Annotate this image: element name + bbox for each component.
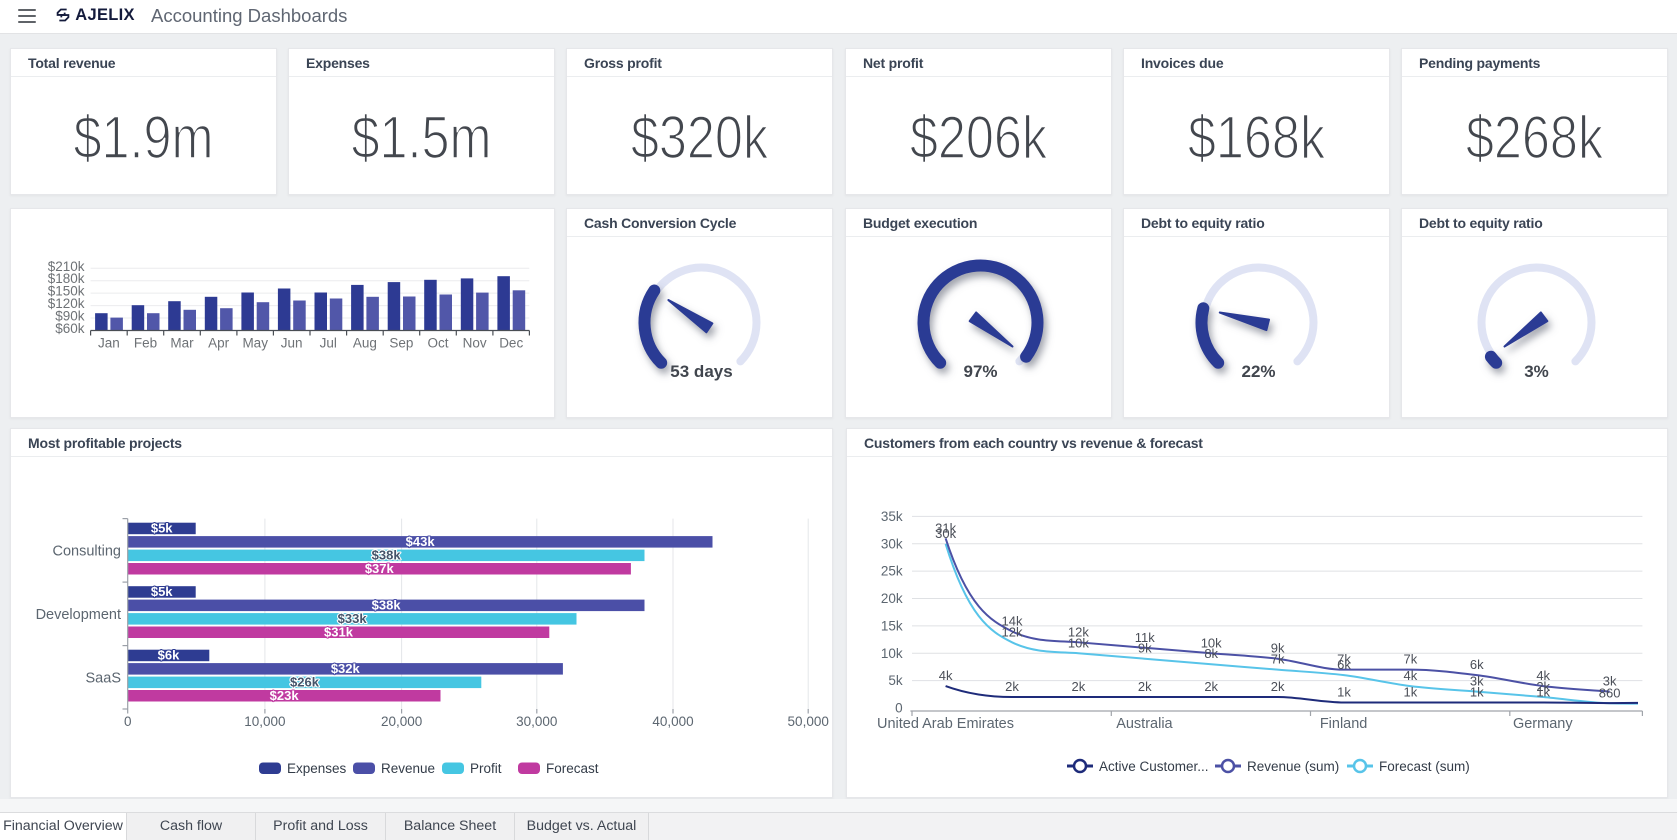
svg-text:25k: 25k <box>881 564 903 579</box>
svg-text:$5k: $5k <box>151 521 173 536</box>
svg-text:Expenses: Expenses <box>287 761 347 776</box>
svg-text:7k: 7k <box>1337 652 1351 667</box>
svg-text:860: 860 <box>1599 685 1621 700</box>
svg-text:10k: 10k <box>881 646 903 661</box>
svg-text:Profit: Profit <box>470 761 502 776</box>
svg-text:1k: 1k <box>1404 685 1418 700</box>
svg-text:97%: 97% <box>963 362 997 381</box>
svg-text:22%: 22% <box>1241 362 1275 381</box>
svg-text:3k: 3k <box>1603 674 1617 689</box>
svg-text:2k: 2k <box>1072 679 1086 694</box>
svg-text:30k: 30k <box>935 526 956 541</box>
svg-text:2k: 2k <box>1271 679 1285 694</box>
svg-text:53 days: 53 days <box>670 362 732 381</box>
svg-text:20k: 20k <box>881 591 903 606</box>
svg-text:12k: 12k <box>1068 624 1089 639</box>
svg-text:7k: 7k <box>1404 652 1418 667</box>
svg-text:Mar: Mar <box>170 335 194 350</box>
svg-text:4k: 4k <box>1536 668 1550 683</box>
svg-text:$60k: $60k <box>55 321 85 336</box>
svg-text:31k: 31k <box>935 520 956 535</box>
svg-text:30,000: 30,000 <box>516 714 557 729</box>
svg-text:Dec: Dec <box>499 335 523 350</box>
svg-text:20,000: 20,000 <box>381 714 422 729</box>
svg-text:50,000: 50,000 <box>788 714 829 729</box>
svg-text:11k: 11k <box>1135 630 1155 645</box>
svg-text:$26k: $26k <box>290 675 320 690</box>
svg-text:0: 0 <box>895 701 903 716</box>
svg-text:$180k: $180k <box>48 271 85 286</box>
svg-text:Forecast: Forecast <box>546 761 599 776</box>
svg-text:9k: 9k <box>1138 641 1152 656</box>
svg-text:Jul: Jul <box>320 335 337 350</box>
svg-text:$32k: $32k <box>331 661 361 676</box>
svg-text:12k: 12k <box>1002 624 1023 639</box>
svg-text:4k: 4k <box>939 668 953 683</box>
svg-text:United Arab Emirates: United Arab Emirates <box>877 716 1014 732</box>
svg-text:6k: 6k <box>1470 657 1484 672</box>
svg-text:1k: 1k <box>1337 685 1351 700</box>
svg-text:1k: 1k <box>1536 685 1550 700</box>
svg-text:$5k: $5k <box>151 584 173 599</box>
svg-text:Australia: Australia <box>1116 716 1173 732</box>
svg-text:6k: 6k <box>1337 657 1351 672</box>
svg-text:1k: 1k <box>1470 685 1484 700</box>
svg-text:5k: 5k <box>888 673 903 688</box>
svg-text:$210k: $210k <box>48 259 85 274</box>
svg-text:$33k: $33k <box>338 611 368 626</box>
svg-text:$37k: $37k <box>365 561 395 576</box>
svg-text:Active Customer...: Active Customer... <box>1099 759 1209 774</box>
svg-text:Aug: Aug <box>353 335 377 350</box>
svg-text:Jan: Jan <box>98 335 120 350</box>
svg-text:Sep: Sep <box>389 335 413 350</box>
svg-text:Nov: Nov <box>463 335 487 350</box>
svg-text:10k: 10k <box>1201 635 1222 650</box>
svg-text:$120k: $120k <box>48 296 85 311</box>
svg-text:35k: 35k <box>881 509 903 524</box>
svg-text:$90k: $90k <box>55 309 85 324</box>
svg-text:Finland: Finland <box>1320 716 1368 732</box>
svg-text:14k: 14k <box>1002 613 1023 628</box>
svg-text:2k: 2k <box>1138 679 1152 694</box>
svg-text:$23k: $23k <box>270 688 300 703</box>
svg-text:10k: 10k <box>1068 635 1089 650</box>
svg-text:2k: 2k <box>1204 679 1218 694</box>
svg-text:Revenue: Revenue <box>381 761 435 776</box>
svg-text:2k: 2k <box>1005 679 1019 694</box>
svg-text:$38k: $38k <box>372 548 402 563</box>
svg-text:May: May <box>242 335 268 350</box>
svg-text:Jun: Jun <box>281 335 303 350</box>
svg-text:2k: 2k <box>1536 679 1550 694</box>
svg-text:40,000: 40,000 <box>652 714 693 729</box>
svg-text:Development: Development <box>36 607 121 623</box>
svg-text:$38k: $38k <box>372 598 402 613</box>
svg-text:7k: 7k <box>1271 652 1285 667</box>
svg-text:4k: 4k <box>1404 668 1418 683</box>
svg-text:Feb: Feb <box>134 335 157 350</box>
svg-text:$150k: $150k <box>48 284 85 299</box>
svg-text:15k: 15k <box>881 618 903 633</box>
svg-text:Oct: Oct <box>427 335 448 350</box>
svg-text:9k: 9k <box>1271 641 1285 656</box>
svg-text:Forecast (sum): Forecast (sum) <box>1379 759 1470 774</box>
svg-text:Consulting: Consulting <box>52 543 121 559</box>
svg-text:Germany: Germany <box>1513 716 1573 732</box>
svg-text:$43k: $43k <box>406 534 436 549</box>
svg-text:$6k: $6k <box>158 648 180 663</box>
svg-text:3k: 3k <box>1470 674 1484 689</box>
svg-text:SaaS: SaaS <box>86 670 121 686</box>
svg-text:Revenue (sum): Revenue (sum) <box>1247 759 1339 774</box>
svg-text:10,000: 10,000 <box>244 714 285 729</box>
svg-text:Apr: Apr <box>208 335 230 350</box>
svg-text:$31k: $31k <box>324 625 354 640</box>
svg-text:3%: 3% <box>1524 362 1549 381</box>
svg-text:0: 0 <box>124 714 132 729</box>
svg-text:30k: 30k <box>881 536 903 551</box>
svg-text:8k: 8k <box>1204 646 1218 661</box>
